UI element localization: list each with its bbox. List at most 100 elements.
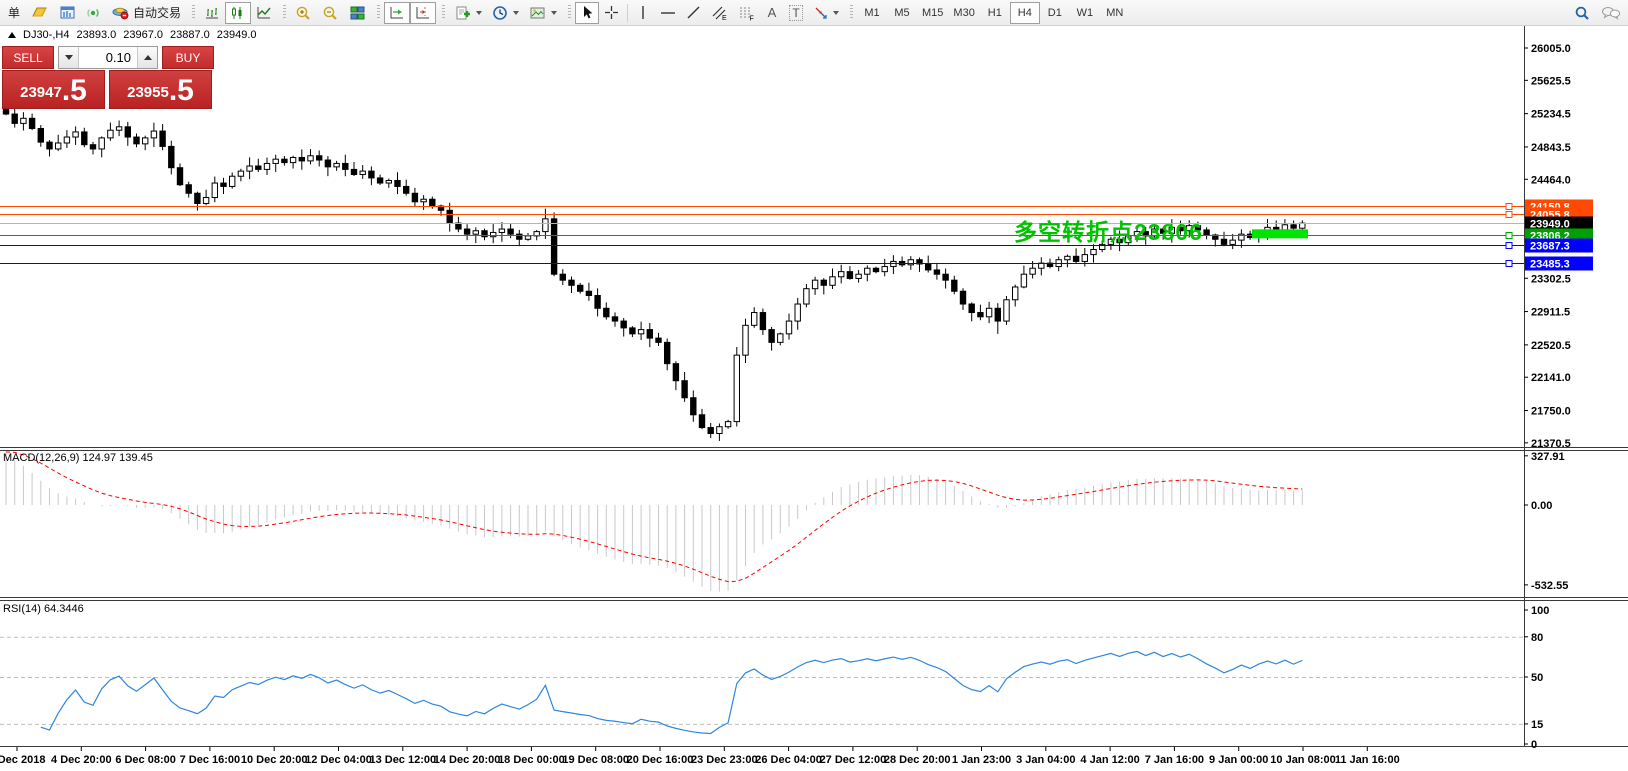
buy-price-int: 23955 (127, 84, 169, 101)
arrows-dropdown[interactable] (808, 2, 844, 24)
market-history-button[interactable] (26, 2, 53, 24)
macd-label: MACD(12,26,9) 124.97 139.45 (3, 452, 153, 464)
trendline-button[interactable] (681, 2, 706, 24)
trendline-icon (686, 5, 701, 20)
new-order-button[interactable]: 单 (2, 2, 26, 24)
dropdown-caret-icon (513, 10, 520, 15)
cursor-icon (580, 5, 594, 20)
chart-window-button[interactable] (53, 2, 80, 24)
zoom-in-button[interactable] (290, 2, 317, 24)
pivot-annotation[interactable]: 多空转折点23806 (1014, 219, 1203, 245)
svg-text:22520.5: 22520.5 (1531, 340, 1571, 352)
rsi-gridlines (0, 636, 1524, 725)
new-order-label: 单 (7, 6, 20, 20)
new-chart-dropdown[interactable] (449, 2, 487, 24)
one-click-trading-panel: SELL 0.10 BUY 23947.5 23955.5 (2, 46, 214, 109)
svg-text:0.00: 0.00 (1531, 500, 1552, 512)
triangle-up-icon (143, 55, 152, 60)
sell-button[interactable]: SELL (2, 46, 54, 69)
svg-text:327.91: 327.91 (1531, 451, 1565, 463)
timeframe-w1-button[interactable]: W1 (1070, 2, 1100, 24)
signals-button[interactable] (80, 2, 107, 24)
volume-input[interactable]: 0.10 (105, 50, 131, 65)
ohlc-close: 23949.0 (216, 29, 257, 41)
timeframe-mn-button[interactable]: MN (1100, 2, 1130, 24)
new-chart-icon (454, 5, 471, 21)
svg-text:21370.5: 21370.5 (1531, 438, 1571, 450)
timeframe-h4-button[interactable]: H4 (1009, 1, 1040, 24)
text-icon: A (767, 5, 777, 20)
autotrade-button[interactable]: 自动交易 (107, 2, 186, 24)
dropdown-caret-icon (476, 10, 483, 15)
svg-text:1 Jan 23:00: 1 Jan 23:00 (952, 754, 1011, 766)
fibonacci-button[interactable]: F (733, 2, 760, 24)
timeframe-m5-button[interactable]: M5 (887, 2, 917, 24)
tile-windows-button[interactable] (344, 2, 371, 24)
periods-dropdown[interactable] (487, 2, 524, 24)
collapse-icon[interactable] (8, 32, 16, 38)
ohlc-high: 23967.0 (123, 29, 163, 41)
toolbar-separator (627, 3, 629, 22)
text-label-button[interactable]: T (784, 2, 808, 24)
text-button[interactable]: A (760, 2, 784, 24)
zoom-out-icon (322, 5, 339, 21)
svg-text:23949.0: 23949.0 (1530, 219, 1570, 231)
svg-text:21750.0: 21750.0 (1531, 406, 1571, 418)
svg-text:3 Dec 2018: 3 Dec 2018 (0, 754, 45, 766)
dropdown-caret-icon (551, 10, 558, 15)
svg-text:26 Dec 04:00: 26 Dec 04:00 (755, 754, 822, 766)
timeframe-d1-button[interactable]: D1 (1040, 2, 1070, 24)
autotrade-icon (112, 5, 130, 21)
sell-price[interactable]: 23947.5 (2, 70, 105, 109)
svg-text:13 Dec 12:00: 13 Dec 12:00 (369, 754, 436, 766)
tile-windows-icon (349, 5, 366, 21)
buy-price[interactable]: 23955.5 (109, 70, 212, 109)
equidistant-channel-button[interactable]: E (706, 2, 733, 24)
templates-dropdown[interactable] (524, 2, 562, 24)
candlestick-chart-button[interactable] (225, 1, 252, 24)
timeframe-m1-button[interactable]: M1 (857, 2, 887, 24)
vertical-line-button[interactable] (631, 2, 655, 24)
svg-text:23485.3: 23485.3 (1530, 259, 1570, 271)
buy-button[interactable]: BUY (162, 46, 214, 69)
pane-separators (0, 26, 1628, 747)
symbol-period-label: DJ30-,H4 (23, 29, 70, 41)
volume-decrease-button[interactable] (59, 47, 79, 68)
svg-text:0: 0 (1531, 739, 1537, 751)
chart-shift-icon (415, 5, 431, 21)
cursor-button[interactable] (575, 1, 600, 24)
toolbar-grip (568, 5, 572, 20)
timeframe-m30-button[interactable]: M30 (948, 2, 979, 24)
candlesticks (2, 91, 1306, 441)
search-button[interactable] (1569, 2, 1596, 24)
fibonacci-icon: F (738, 5, 755, 21)
toolbar: 单 自动交易 (0, 0, 1628, 26)
svg-text:19 Dec 08:00: 19 Dec 08:00 (562, 754, 629, 766)
horizontal-line-button[interactable] (655, 2, 681, 24)
volume-increase-button[interactable] (137, 47, 157, 68)
signal-icon (85, 5, 102, 21)
zoom-out-button[interactable] (317, 2, 344, 24)
toolbar-grip (850, 5, 854, 20)
auto-scroll-button[interactable] (384, 1, 411, 24)
chart-shift-button[interactable] (410, 1, 437, 24)
bar-chart-button[interactable] (199, 2, 225, 24)
vertical-line-icon (638, 5, 648, 20)
toolbar-grip (442, 5, 446, 20)
channel-icon: E (711, 5, 728, 21)
line-chart-button[interactable] (251, 2, 277, 24)
time-axis: 3 Dec 2018 4 Dec 20:006 Dec 08:00 7 Dec 16… (0, 747, 1400, 766)
ohlc-open: 23893.0 (76, 29, 117, 41)
svg-text:F: F (750, 15, 754, 21)
search-icon (1574, 5, 1591, 21)
svg-text:11 Jan 16:00: 11 Jan 16:00 (1335, 754, 1400, 766)
zoom-in-icon (295, 5, 312, 21)
candlestick-icon (230, 5, 246, 21)
crosshair-button[interactable] (599, 2, 624, 24)
timeframe-h1-button[interactable]: H1 (980, 2, 1010, 24)
ohlc-low: 23887.0 (170, 29, 210, 41)
timeframe-m15-button[interactable]: M15 (917, 2, 948, 24)
chat-button[interactable] (1596, 2, 1626, 24)
svg-text:14 Dec 20:00: 14 Dec 20:00 (434, 754, 501, 766)
